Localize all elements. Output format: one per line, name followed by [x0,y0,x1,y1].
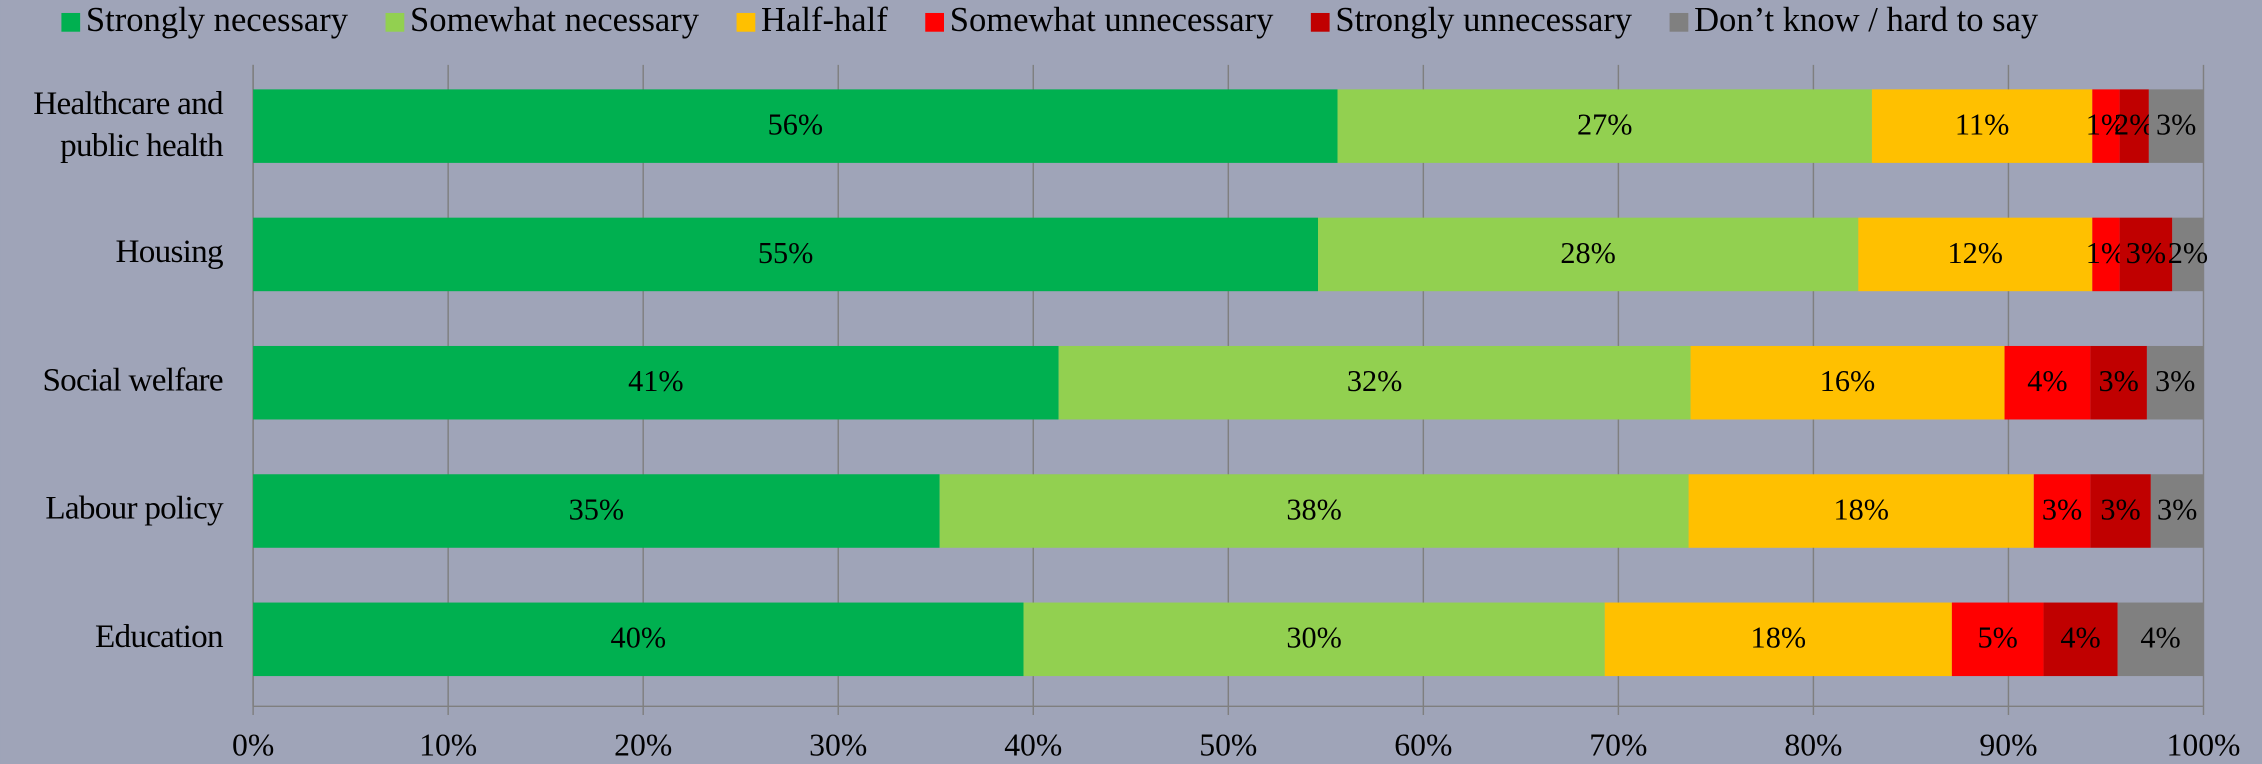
bar-segment [253,217,1319,292]
bar-segment [1058,345,1691,420]
category-label: Labour policy [45,490,224,527]
data-label: 5% [1978,621,2018,655]
data-label: 41% [628,364,683,398]
bar-segment [2150,474,2204,548]
data-label: 27% [1577,108,1632,142]
data-label: 4% [2140,621,2180,655]
x-tick-label: 0% [232,727,274,762]
legend-swatch [385,12,405,32]
legend-swatch [925,12,945,32]
bar-segment [1690,345,2005,420]
bar-segment [253,89,1338,163]
category-label: Housing [116,233,223,270]
data-label: 3% [2155,364,2195,398]
data-label: 2% [2168,236,2208,270]
x-tick-label: 60% [1394,727,1452,762]
data-label: 3% [2157,492,2197,526]
x-tick-label: 10% [419,727,477,762]
data-label: 1% [2086,236,2126,270]
bar-segment [2119,217,2173,292]
x-tick-label: 90% [1979,727,2037,762]
legend-label: Strongly unnecessary [1335,1,1632,39]
data-label: 4% [2060,621,2100,655]
legend-swatch [61,12,81,32]
data-label: 3% [2156,108,2196,142]
bar-segment [1858,217,2093,292]
data-label: 28% [1560,236,1615,270]
bar-segment [2119,89,2149,163]
legend-swatch [736,12,756,32]
x-tick-label: 40% [1004,727,1062,762]
legend-label: Strongly necessary [86,1,349,39]
bar-segment [2033,474,2091,548]
data-label: 32% [1347,364,1402,398]
legend-label: Somewhat unnecessary [950,1,1274,39]
bar-segment [253,474,940,548]
legend-label: Half-half [761,1,888,39]
legend-swatch [1310,12,1330,32]
bar-segment [2092,217,2120,292]
data-label: 2% [2114,108,2154,142]
bar-segment [2117,602,2204,677]
legend-label: Somewhat necessary [410,1,700,39]
bar-segment [2092,89,2120,163]
bar-segment [1688,474,2034,548]
legend-swatch [1669,12,1689,32]
category-label: Healthcare and public health [33,85,224,164]
bar-segment [939,474,1689,548]
bar-segment [2090,345,2147,420]
data-label: 3% [2126,236,2166,270]
data-label: 11% [1955,108,2009,142]
data-label: 3% [2098,364,2138,398]
data-label: 1% [2086,108,2126,142]
bar-segment [2172,217,2204,292]
data-label: 16% [1820,364,1875,398]
x-tick-label: 100% [2166,727,2240,762]
data-label: 38% [1286,492,1341,526]
legend-label: Don’t know / hard to say [1694,1,2039,39]
data-label: 35% [569,492,624,526]
data-label: 18% [1833,492,1888,526]
data-label: 18% [1751,621,1806,655]
bar-segment [1023,602,1605,677]
data-label: 12% [1948,236,2003,270]
x-tick-label: 80% [1784,727,1842,762]
bar-segment [1604,602,1952,677]
bar-segment [1337,89,1872,163]
category-label: Social welfare [42,361,222,398]
bar-segment [2148,89,2204,163]
bar-segment [2146,345,2204,420]
x-tick-label: 50% [1199,727,1257,762]
x-tick-label: 20% [614,727,672,762]
x-tick-label: 70% [1589,727,1647,762]
bar-segment [1951,602,2044,677]
bar-segment [2043,602,2118,677]
bar-segment [253,602,1024,677]
data-label: 55% [758,236,813,270]
data-label: 40% [611,621,666,655]
data-label: 4% [2027,364,2067,398]
data-label: 3% [2100,492,2140,526]
bar-segment [1318,217,1859,292]
x-tick-label: 30% [809,727,867,762]
data-label: 3% [2042,492,2082,526]
bar-segment [253,345,1059,420]
bar-segment [1871,89,2093,163]
category-label: Education [95,618,224,655]
data-label: 56% [768,108,823,142]
data-label: 30% [1286,621,1341,655]
bar-segment [2090,474,2151,548]
bar-segment [2004,345,2091,420]
